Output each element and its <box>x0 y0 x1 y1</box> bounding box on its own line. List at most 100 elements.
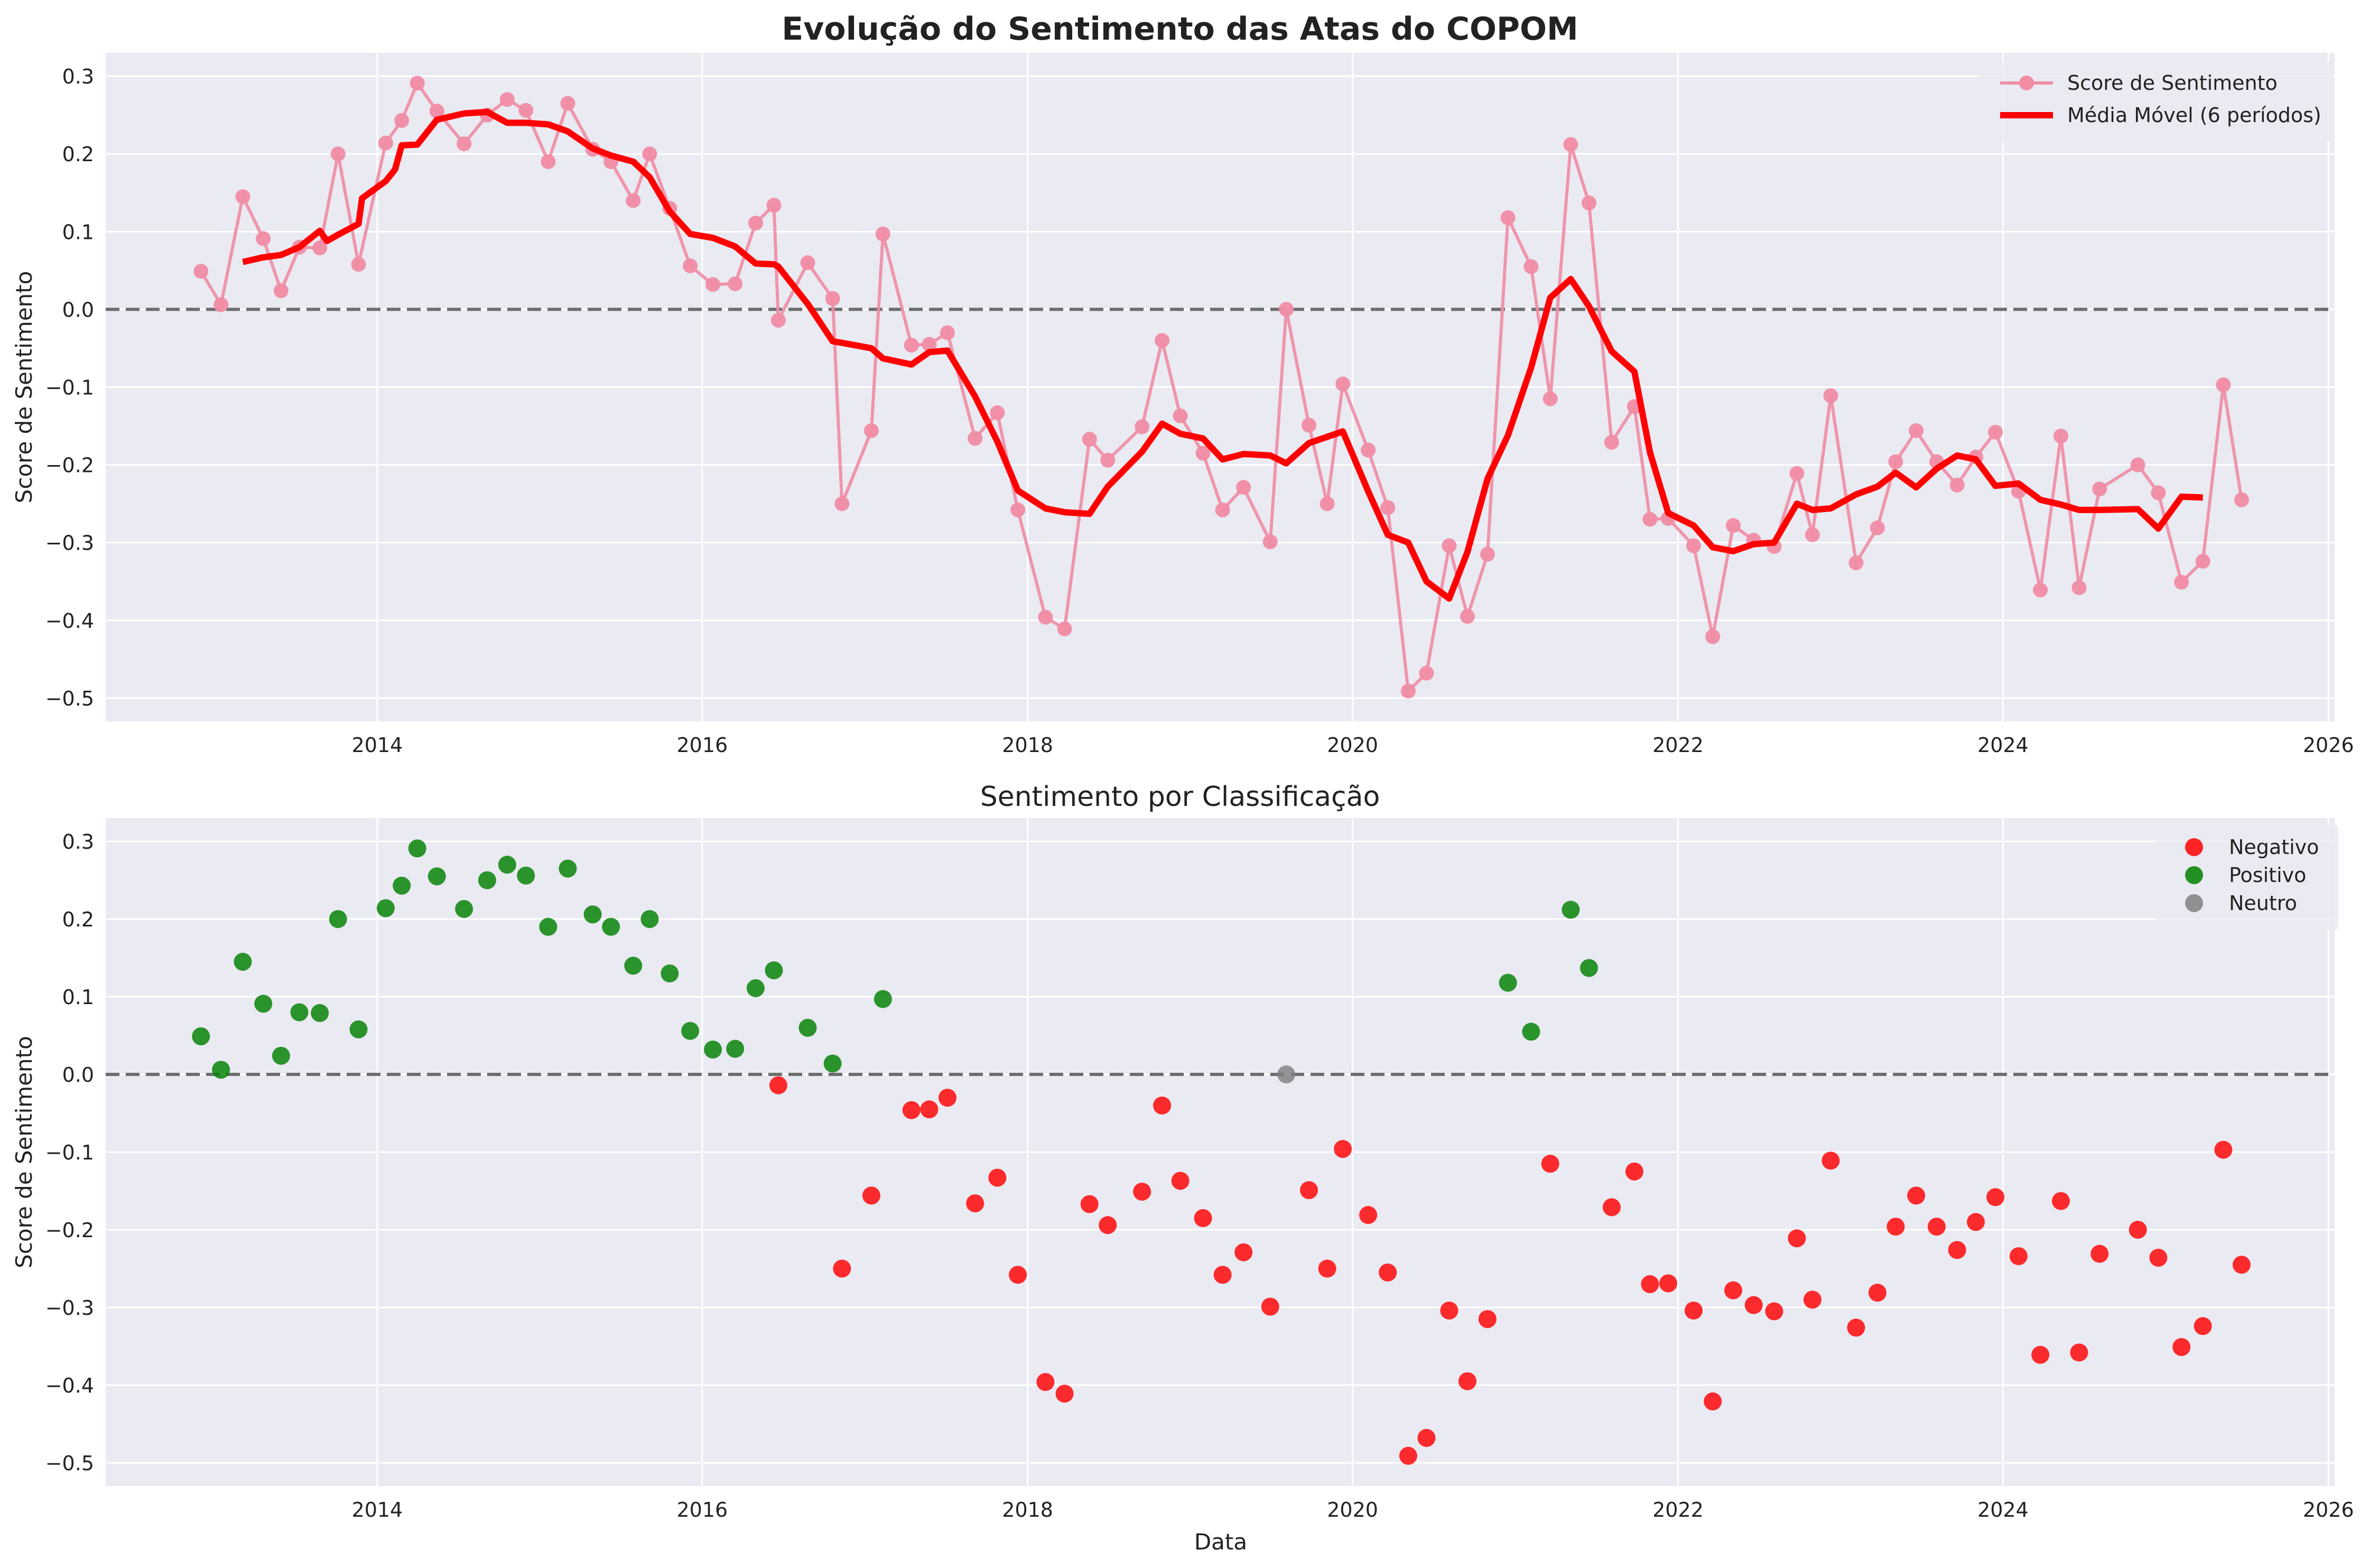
score-point <box>193 264 209 279</box>
x-tick-label: 2016 <box>676 734 728 757</box>
score-point <box>1604 434 1619 450</box>
classified-point-negativo <box>1724 1281 1742 1300</box>
score-point <box>626 193 641 208</box>
legend-moving-average-label: Média Móvel (6 períodos) <box>2067 104 2321 127</box>
y-tick-label: −0.5 <box>45 687 94 710</box>
classified-point-positivo <box>478 871 496 889</box>
score-point <box>968 431 983 446</box>
score-point <box>2174 574 2189 590</box>
legend-positivo-marker-icon <box>2185 866 2203 884</box>
score-point <box>770 313 786 328</box>
y-tick-label: 0.1 <box>62 220 94 244</box>
score-point <box>1082 432 1097 447</box>
score-point <box>2033 582 2048 598</box>
score-point <box>728 276 743 291</box>
legend-negativo-label: Negativo <box>2229 836 2319 859</box>
score-point <box>2151 485 2166 500</box>
score-point <box>1705 629 1721 644</box>
score-point <box>1870 520 1885 535</box>
score-point <box>1335 376 1351 392</box>
legend-negativo-marker-icon <box>2185 838 2203 856</box>
score-point <box>1988 424 2003 440</box>
classified-point-negativo <box>1986 1188 2005 1207</box>
classified-point-negativo <box>1080 1195 1099 1213</box>
classified-point-negativo <box>1133 1182 1151 1201</box>
classified-point-positivo <box>212 1061 230 1079</box>
legend-positivo-label: Positivo <box>2229 864 2306 887</box>
top-marks <box>193 76 2249 699</box>
y-tick-label: 0.1 <box>62 986 94 1009</box>
score-point <box>1500 210 1516 225</box>
classified-point-negativo <box>1887 1218 1905 1236</box>
score-point <box>213 297 229 312</box>
classified-point-negativo <box>966 1194 984 1213</box>
score-point <box>541 154 556 169</box>
classified-point-neutro <box>1277 1065 1296 1084</box>
classified-point-negativo <box>1765 1302 1783 1321</box>
y-tick-label: 0.3 <box>62 65 94 88</box>
top-chart-title: Evolução do Sentimento das Atas do COPOM <box>782 11 1578 48</box>
classified-point-negativo <box>862 1186 880 1205</box>
classified-point-positivo <box>234 952 252 971</box>
classified-point-positivo <box>349 1020 368 1038</box>
x-tick-label: 2020 <box>1327 734 1378 757</box>
legend-neutro-label: Neutro <box>2229 892 2297 915</box>
score-point <box>1442 538 1457 553</box>
classified-point-negativo <box>1399 1446 1417 1465</box>
classified-point-negativo <box>1541 1155 1559 1173</box>
score-point <box>1236 480 1251 495</box>
y-tick-label: −0.5 <box>45 1452 94 1475</box>
score-point <box>256 231 271 246</box>
classified-point-negativo <box>1744 1296 1763 1314</box>
score-point <box>1038 609 1053 625</box>
y-tick-label: −0.1 <box>45 1141 94 1164</box>
classified-point-positivo <box>539 917 558 936</box>
classified-point-negativo <box>1803 1291 1822 1309</box>
score-point <box>1480 546 1495 562</box>
y-tick-label: −0.3 <box>45 532 94 555</box>
classified-point-positivo <box>272 1046 290 1065</box>
classified-point-negativo <box>2009 1247 2028 1265</box>
top-tick-labels: 0.3 0.2 0.1 0.0 −0.1 −0.2 −0.3 −0.4 −0.5 2014 2016… <box>45 65 2354 757</box>
score-point <box>2053 429 2068 444</box>
classified-point-positivo <box>640 910 659 929</box>
score-point <box>1642 512 1658 527</box>
classified-point-positivo <box>661 964 679 982</box>
score-point <box>2071 580 2087 595</box>
score-point <box>1279 302 1294 317</box>
classified-point-positivo <box>765 961 783 980</box>
classified-point-negativo <box>1625 1162 1643 1181</box>
x-tick-label: 2018 <box>1002 1498 1053 1521</box>
classified-point-negativo <box>1417 1428 1436 1447</box>
classified-point-positivo <box>1499 973 1517 992</box>
score-point <box>1173 408 1188 423</box>
classified-point-positivo <box>393 876 411 895</box>
bottom-chart-title: Sentimento por Classificação <box>980 781 1380 813</box>
score-point <box>1155 333 1170 348</box>
score-point <box>766 198 782 213</box>
top-legend-box <box>1979 62 2333 142</box>
score-point <box>457 136 472 152</box>
x-tick-label: 2014 <box>352 1498 403 1521</box>
score-point <box>1419 665 1434 681</box>
y-tick-label: 0.2 <box>62 908 94 931</box>
classified-point-negativo <box>1213 1266 1232 1284</box>
score-point <box>1563 137 1578 152</box>
x-tick-label: 2022 <box>1652 734 1704 757</box>
score-point <box>1581 195 1596 210</box>
classified-point-negativo <box>2090 1245 2109 1263</box>
x-tick-label: 2022 <box>1652 1498 1704 1521</box>
classified-point-negativo <box>1948 1241 1966 1259</box>
score-point <box>2195 553 2210 569</box>
classified-point-positivo <box>559 859 577 878</box>
classified-point-positivo <box>329 910 347 929</box>
score-point <box>834 496 850 512</box>
legend-score-marker-icon <box>2019 76 2034 90</box>
score-point <box>875 226 890 242</box>
classified-point-positivo <box>602 917 620 936</box>
classified-point-negativo <box>1318 1259 1336 1278</box>
classified-point-positivo <box>1522 1023 1540 1041</box>
score-point <box>1100 452 1116 468</box>
y-tick-label: −0.2 <box>45 454 94 477</box>
x-tick-label: 2024 <box>1977 1498 2029 1521</box>
